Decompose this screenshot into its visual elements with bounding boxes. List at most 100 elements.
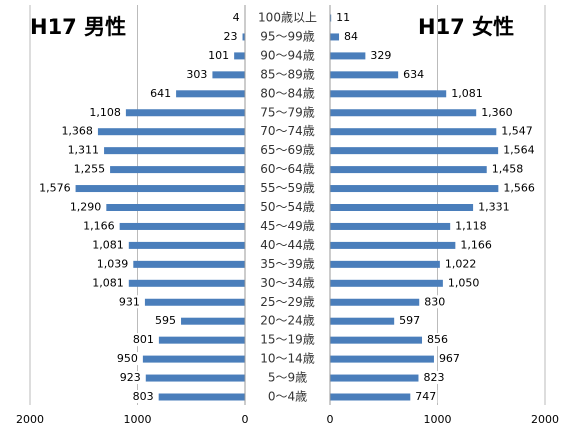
bar (330, 374, 419, 382)
category-label: 15～19歳 (260, 333, 315, 347)
bar (242, 33, 245, 41)
value-label-bg (480, 105, 514, 119)
category-label: 0～4歳 (268, 390, 307, 404)
value-label: 1,081 (451, 87, 483, 100)
bar (330, 185, 499, 193)
value-label: 1,050 (448, 276, 480, 289)
category-label: 65～69歳 (260, 143, 315, 157)
bar (330, 298, 420, 306)
category-label: 30～34歳 (260, 276, 315, 290)
value-label: 23 (224, 30, 238, 43)
value-label: 641 (150, 87, 171, 100)
category-label: 70～74歳 (260, 124, 315, 138)
bar (330, 33, 340, 41)
bar (144, 298, 245, 306)
value-label: 1,564 (503, 144, 535, 157)
value-label-bg (91, 238, 125, 252)
bar (330, 241, 456, 249)
value-label: 1,039 (97, 257, 129, 270)
bar (133, 260, 245, 268)
bar (330, 204, 474, 211)
value-label: 1,166 (460, 238, 492, 251)
bar (75, 185, 245, 193)
category-label: 50～54歳 (260, 200, 315, 214)
bar (104, 147, 245, 155)
value-label-bg (369, 48, 393, 62)
value-label-bg (118, 371, 142, 385)
category-label: 10～14歳 (260, 352, 315, 366)
value-label: 1,547 (501, 125, 533, 138)
bar (330, 222, 451, 230)
value-label-bg (231, 11, 241, 24)
bar (145, 374, 245, 382)
category-label: 60～64歳 (260, 162, 315, 176)
category-label: 35～39歳 (260, 257, 315, 271)
value-label: 595 (155, 314, 176, 327)
value-label: 803 (133, 390, 154, 403)
value-label-bg (446, 276, 481, 290)
value-label-bg (450, 86, 484, 100)
bar (330, 52, 366, 60)
x-tick-label: 1000 (424, 413, 452, 426)
value-label-bg (443, 257, 478, 271)
value-label-bg (66, 143, 101, 157)
series-title: H17 男性 (30, 15, 126, 39)
bar (181, 317, 245, 325)
value-label: 1,331 (478, 201, 510, 214)
value-label-bg (423, 295, 447, 309)
value-label-bg (437, 352, 461, 366)
value-label: 1,458 (492, 163, 524, 176)
value-label: 1,360 (481, 106, 513, 119)
value-label: 967 (439, 352, 460, 365)
value-label-bg (185, 67, 209, 81)
bar (97, 128, 245, 136)
bar (106, 204, 245, 211)
value-label: 1,255 (74, 163, 106, 176)
value-label: 597 (399, 314, 420, 327)
value-label: 830 (424, 295, 445, 308)
value-label: 1,576 (39, 182, 71, 195)
bar (330, 279, 443, 287)
value-label: 747 (415, 390, 436, 403)
value-label-bg (500, 124, 534, 138)
category-column (247, 4, 328, 406)
value-label-bg (72, 162, 107, 176)
bar (330, 355, 434, 363)
category-label: 40～44歳 (260, 238, 315, 252)
value-label-bg (88, 105, 122, 119)
value-label-bg (68, 200, 103, 214)
value-label: 923 (120, 371, 141, 384)
bar (330, 147, 499, 155)
value-label: 1,368 (61, 125, 93, 138)
value-label: 101 (208, 49, 229, 62)
bar (212, 71, 245, 79)
value-label-bg (154, 314, 178, 328)
value-label-bg (422, 371, 446, 385)
bar (330, 336, 423, 344)
value-label: 1,081 (92, 238, 124, 251)
series-title: H17 女性 (418, 15, 514, 39)
bar (234, 52, 245, 60)
category-label: 75～79歳 (260, 105, 315, 119)
bar (330, 393, 411, 401)
value-label-bg (115, 352, 139, 366)
value-label-bg (91, 276, 125, 290)
value-label-bg (502, 143, 536, 157)
value-label: 4 (233, 11, 240, 24)
bar (330, 71, 399, 79)
bar (128, 279, 245, 287)
bar (119, 222, 245, 230)
value-label: 823 (423, 371, 444, 384)
x-tick-label: 0 (242, 413, 249, 426)
category-label: 90～94歳 (260, 48, 315, 62)
value-label: 329 (370, 49, 391, 62)
value-label-bg (414, 390, 438, 403)
value-label-bg (82, 219, 116, 233)
x-tick-label: 0 (327, 413, 334, 426)
bar (176, 90, 245, 98)
bar (330, 260, 440, 268)
category-label: 45～49歳 (260, 219, 315, 233)
bar (128, 241, 245, 249)
value-label: 1,118 (455, 219, 487, 232)
